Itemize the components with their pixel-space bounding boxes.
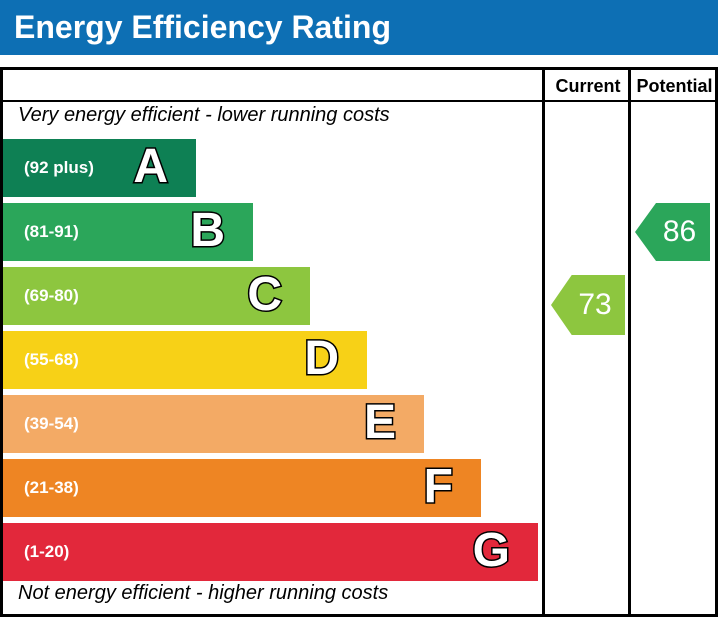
band-d-range-label: (55-68) <box>24 350 79 369</box>
band-f: (21-38) F <box>3 459 481 517</box>
current-rating-arrow: 73 <box>551 275 625 335</box>
band-a-range-label: (92 plus) <box>24 158 94 177</box>
band-b: (81-91) B <box>3 203 253 261</box>
band-b-range-label: (81-91) <box>24 222 79 241</box>
chart-title: Energy Efficiency Rating <box>14 9 391 45</box>
band-b-letter: B <box>189 204 227 258</box>
current-rating-value: 73 <box>578 288 612 321</box>
band-a: (92 plus) A <box>3 139 196 197</box>
current-column-divider <box>542 70 545 614</box>
potential-column-divider <box>628 70 631 614</box>
band-c-range-label: (69-80) <box>24 286 79 305</box>
potential-column-header: Potential <box>636 76 713 96</box>
band-g-range-label: (1-20) <box>24 542 70 561</box>
potential-rating-value: 86 <box>662 215 697 248</box>
band-e: (39-54) E <box>3 395 424 453</box>
epc-rating-table: Current Potential Very energy efficient … <box>0 67 718 617</box>
band-c: (69-80) C <box>3 267 310 325</box>
bottom-annotation: Not energy efficient - higher running co… <box>18 582 389 604</box>
band-f-range-label: (21-38) <box>24 478 79 497</box>
band-f-letter: F <box>422 460 454 514</box>
band-e-range-label: (39-54) <box>24 414 79 433</box>
band-e-letter: E <box>362 396 397 450</box>
top-annotation: Very energy efficient - lower running co… <box>18 104 390 126</box>
band-c-letter: C <box>246 268 284 322</box>
band-g-letter: G <box>471 524 511 578</box>
band-d-letter: D <box>303 332 341 386</box>
current-column-header: Current <box>555 76 621 96</box>
band-g: (1-20) G <box>3 523 538 581</box>
header-row-divider <box>3 100 715 102</box>
band-d: (55-68) D <box>3 331 367 389</box>
band-a-letter: A <box>132 140 170 194</box>
potential-rating-arrow: 86 <box>635 203 710 261</box>
chart-title-bar: Energy Efficiency Rating <box>0 0 718 55</box>
